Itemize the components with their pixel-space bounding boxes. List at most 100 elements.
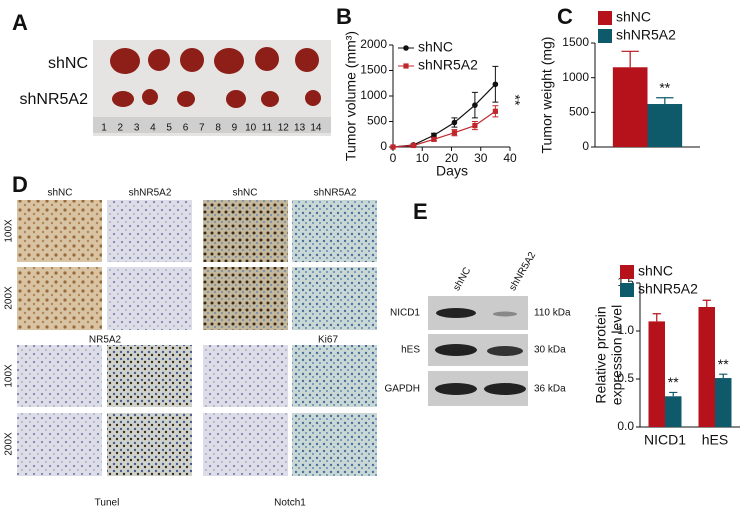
ruler-number: 1 <box>101 123 107 134</box>
error-bar <box>719 373 728 379</box>
ruler-number: 5 <box>166 123 172 134</box>
panel-letter: A <box>12 10 28 35</box>
ruler-number: 11 <box>262 123 273 134</box>
panel-letter: C <box>557 4 573 29</box>
y-tick-label: 2000 <box>360 37 387 51</box>
ruler-number: 8 <box>215 123 221 134</box>
ruler-number: 2 <box>118 123 124 134</box>
column-label: shNR5A2 <box>129 188 172 199</box>
y-tick-label: 0.5 <box>617 371 634 385</box>
marker <box>492 81 499 88</box>
annotation: ** <box>659 79 670 95</box>
ruler-number: 3 <box>134 123 140 134</box>
column-label: shNR5A2 <box>314 188 357 199</box>
column-label: shNC <box>232 188 257 199</box>
annotation: ** <box>668 374 679 390</box>
stain-label: Ki67 <box>318 335 338 346</box>
stain-label: Notch1 <box>274 498 306 509</box>
x-axis-label: Days <box>436 163 468 179</box>
magnification: 100X <box>4 219 15 243</box>
blot <box>428 296 528 406</box>
legend-swatch <box>598 11 612 25</box>
marker <box>451 130 458 136</box>
column-label: shNC <box>47 188 72 199</box>
ruler-number: 14 <box>310 123 322 134</box>
y-axis-label: Tumor weight (mg) <box>539 37 555 154</box>
y-tick-label: 1.0 <box>617 323 634 337</box>
y-tick-label: 1500 <box>562 35 589 49</box>
marker <box>390 144 396 150</box>
tumors <box>110 47 321 108</box>
bar <box>715 378 732 427</box>
x-tick-label: 10 <box>416 151 430 165</box>
ruler-number: 9 <box>232 123 238 134</box>
panel-letter: D <box>12 172 28 197</box>
legend-marker <box>403 45 409 51</box>
ruler-number: 4 <box>150 123 156 134</box>
legend-label: shNR5A2 <box>418 57 478 73</box>
y-tick-label: 0.0 <box>617 419 634 433</box>
size-label: 110 kDa <box>534 308 571 319</box>
y-tick-label: 0 <box>380 139 387 153</box>
marker <box>410 142 417 149</box>
y-tick-label: 1000 <box>562 70 589 84</box>
panel-letter: B <box>336 4 352 29</box>
y-axis-label: expression level <box>609 305 625 405</box>
legend-label: shNC <box>616 9 651 25</box>
legend-label: shNR5A2 <box>638 281 698 297</box>
group-label: shNR5A2 <box>20 91 89 108</box>
bar <box>665 396 682 427</box>
group-label: shNC <box>48 55 88 72</box>
error-bar <box>669 391 678 397</box>
magnification: 200X <box>4 432 15 456</box>
bar <box>647 104 683 147</box>
legend-label: shNR5A2 <box>616 27 676 43</box>
bar <box>612 67 648 147</box>
marker <box>431 136 437 142</box>
magnification: 100X <box>4 364 15 388</box>
y-tick-label: 1000 <box>360 88 387 102</box>
y-tick-label: 500 <box>367 114 387 128</box>
annotation: ** <box>507 95 523 106</box>
error-bar <box>702 299 711 307</box>
line <box>392 83 496 148</box>
error-bar <box>621 50 639 68</box>
x-tick-label: hES <box>702 432 728 448</box>
stain-label: Tunel <box>95 498 120 509</box>
protein-label: hES <box>401 345 420 356</box>
marker <box>451 119 458 126</box>
error-bar <box>656 97 674 105</box>
legend-swatch <box>598 29 612 43</box>
ruler-number: 10 <box>245 123 257 134</box>
x-tick-label: 40 <box>503 151 517 165</box>
legend-label: shNC <box>638 263 673 279</box>
legend-marker <box>403 63 409 69</box>
error-bar <box>652 313 661 322</box>
legend-swatch <box>620 265 634 279</box>
stain-label: NR5A2 <box>89 335 122 346</box>
x-tick-label: 0 <box>390 151 397 165</box>
ihc-images <box>17 200 377 476</box>
size-label: 36 kDa <box>534 384 566 395</box>
y-tick-label: 500 <box>569 105 589 119</box>
ruler-number: 6 <box>183 123 189 134</box>
bar <box>648 321 665 427</box>
protein-label: GAPDH <box>384 384 420 395</box>
annotation: ** <box>718 356 729 372</box>
y-tick-label: 0 <box>582 139 589 153</box>
marker <box>431 132 437 139</box>
lane-label: shNC <box>451 266 473 293</box>
y-tick-label: 1500 <box>360 63 387 77</box>
marker <box>472 102 478 108</box>
x-tick-label: 20 <box>445 151 459 165</box>
y-axis-label: Tumor volume (mm³) <box>343 31 359 161</box>
line <box>392 110 496 148</box>
protein-label: NICD1 <box>390 308 420 319</box>
y-axis-label: Relative protein <box>593 306 609 403</box>
size-label: 30 kDa <box>534 345 566 356</box>
marker <box>492 108 498 114</box>
panel-letter: E <box>413 199 428 224</box>
ruler-number: 7 <box>199 123 205 134</box>
x-tick-label: NICD1 <box>644 432 686 448</box>
